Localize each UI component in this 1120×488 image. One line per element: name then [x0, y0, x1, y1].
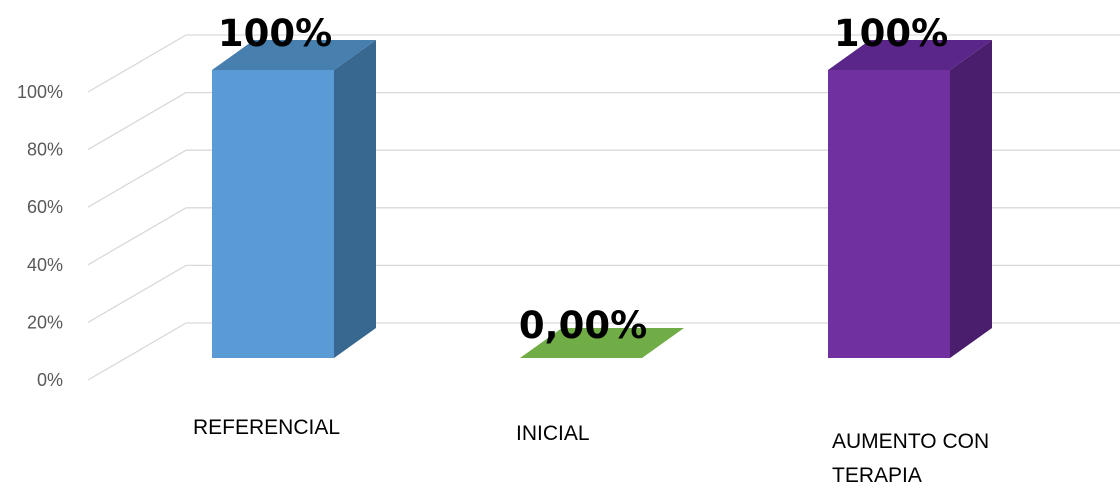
data-label: 100%: [218, 12, 332, 55]
category-label: INICIAL: [516, 422, 590, 445]
bar-2: [520, 328, 684, 358]
category-label: AUMENTO CON TERAPIA: [832, 430, 989, 487]
y-tick-label: 60%: [27, 197, 63, 217]
bar-side: [950, 40, 992, 358]
y-tick-label: 80%: [27, 140, 63, 160]
bar-1: [212, 40, 376, 358]
bar-top: [520, 328, 684, 358]
data-label: 100%: [834, 12, 948, 55]
category-labels: REFERENCIAL INICIAL AUMENTO CON TERAPIA: [193, 416, 989, 487]
data-label: 0,00%: [519, 304, 647, 347]
bar-front: [212, 70, 334, 358]
category-label: REFERENCIAL: [193, 416, 340, 439]
wall-gridline: [87, 34, 187, 93]
y-tick-label: 100%: [17, 82, 63, 102]
y-tick-label: 40%: [27, 255, 63, 275]
bar-top: [212, 40, 376, 70]
y-tick-label: 20%: [27, 312, 63, 332]
wall-gridline: [87, 207, 187, 266]
category-label-line: AUMENTO CON: [832, 430, 989, 453]
y-axis-ticks: 0% 20% 40% 60% 80% 100%: [17, 82, 63, 390]
wall-gridline: [87, 149, 187, 208]
bars: [212, 40, 992, 358]
data-labels: 100% 0,00% 100%: [218, 12, 948, 347]
wall-gridline: [87, 322, 187, 381]
bar-3: [828, 40, 992, 358]
bar-side: [334, 40, 376, 358]
category-label-line: REFERENCIAL: [193, 416, 340, 439]
wall-gridline: [87, 92, 187, 151]
wall-gridline: [87, 264, 187, 323]
bar-front: [828, 70, 950, 358]
category-label-line: INICIAL: [516, 422, 590, 445]
category-label-line: TERAPIA: [832, 464, 922, 487]
y-tick-label: 0%: [37, 370, 63, 390]
bar-top: [828, 40, 992, 70]
